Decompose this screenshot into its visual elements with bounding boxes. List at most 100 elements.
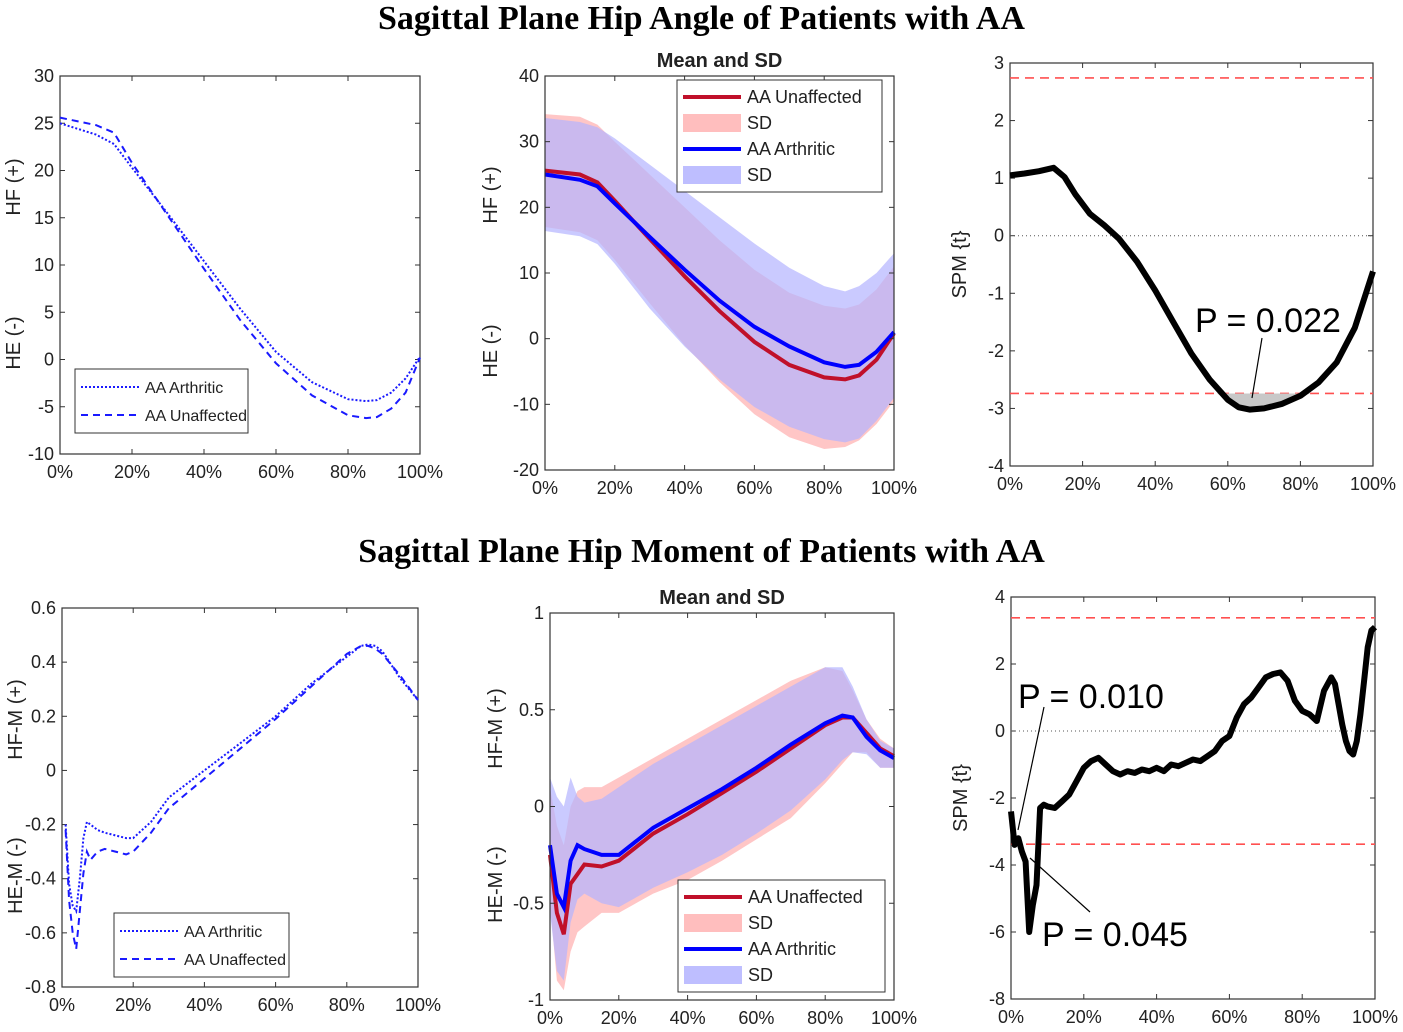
y-tick-label: -5 (38, 397, 54, 417)
x-tick-label: 0% (998, 1007, 1024, 1027)
x-tick-label: 40% (667, 478, 703, 498)
y-tick-label: 10 (34, 255, 54, 275)
plot-frame (1010, 596, 1376, 1000)
y-axis-label: SPM {t} (950, 764, 972, 832)
x-tick-label: 100% (397, 462, 443, 482)
x-tick-label: 80% (330, 462, 366, 482)
x-tick-label: 0% (997, 474, 1023, 494)
y-tick-label: 0.5 (519, 700, 544, 720)
annotation-leader-1 (1017, 706, 1045, 831)
legend-swatch (684, 914, 742, 932)
y-tick-label: 1 (994, 168, 1004, 188)
y-tick-label: 30 (519, 132, 539, 152)
legend-label: AA Arthritic (747, 139, 835, 159)
x-tick-label: 20% (601, 1008, 637, 1028)
y-tick-label: -2 (989, 788, 1005, 808)
y-tick-label: 0.6 (31, 598, 56, 618)
plot-frame (59, 75, 421, 455)
angle_spm-panel: 0% 20% 40% 60% 80% 100% -4 -3 -2 -1 0 1 2 3 SPM {t} P =… (949, 53, 1396, 494)
y-tick-label: 10 (519, 263, 539, 283)
x-tick-label: 20% (115, 995, 151, 1015)
y-axis-label-positive: HF (+) (480, 166, 502, 223)
y-axis-label-positive: HF-M (+) (485, 688, 507, 769)
legend-label: SD (747, 113, 772, 133)
legend-label: AA Unaffected (748, 887, 863, 907)
mean-line-arthritic (544, 172, 896, 369)
series-line-arthritic (64, 643, 419, 915)
y-tick-label: 15 (34, 208, 54, 228)
x-tick-label: 80% (1282, 474, 1318, 494)
x-tick-label: 100% (871, 478, 917, 498)
x-tick-label: 60% (1210, 474, 1246, 494)
x-tick-label: 0% (49, 995, 75, 1015)
y-tick-label: 0 (529, 329, 539, 349)
y-tick-label: -0.6 (25, 923, 56, 943)
legend-label: AA Arthritic (145, 380, 223, 397)
x-tick-label: 60% (736, 478, 772, 498)
legend-box (74, 368, 249, 434)
y-tick-label: 5 (44, 302, 54, 322)
x-tick-label: 60% (1211, 1007, 1247, 1027)
legend-label: SD (748, 965, 773, 985)
moment_individual-panel: 0% 20% 40% 60% 80% 100% -0.8 -0.6 -0.4 -0.2 0 0.2 0.… (5, 598, 441, 1015)
x-tick-label: 40% (670, 1008, 706, 1028)
legend-swatch (684, 966, 742, 984)
plot-frame (549, 612, 895, 1001)
y-tick-label: 0 (44, 350, 54, 370)
y-tick-label: 0 (995, 721, 1005, 741)
x-tick-label: 100% (395, 995, 441, 1015)
y-axis-label-negative: HE (-) (3, 316, 25, 369)
y-axis-label-positive: HF (+) (3, 158, 25, 215)
series-line-unaffected (64, 644, 419, 950)
plot-frame (61, 607, 419, 988)
x-tick-label: 40% (186, 462, 222, 482)
chart-title: Mean and SD (657, 50, 783, 72)
angle_individual-panel: 0% 20% 40% 60% 80% 100% -10 -5 0 5 10 15 20 25 30 HE (-… (3, 66, 443, 482)
legend-label: AA Arthritic (748, 939, 836, 959)
x-tick-label: 80% (329, 995, 365, 1015)
y-tick-label: 3 (994, 53, 1004, 73)
y-tick-label: -0.5 (513, 893, 544, 913)
y-tick-label: -6 (989, 922, 1005, 942)
x-tick-label: 100% (1352, 1007, 1398, 1027)
chart-title: Mean and SD (659, 587, 785, 609)
x-tick-label: 60% (258, 462, 294, 482)
y-tick-label: 2 (995, 654, 1005, 674)
legend-label: AA Unaffected (747, 87, 862, 107)
x-tick-label: 80% (1284, 1007, 1320, 1027)
x-tick-label: 20% (597, 478, 633, 498)
top-section-title: Sagittal Plane Hip Angle of Patients wit… (378, 0, 1025, 37)
y-tick-label: 30 (34, 66, 54, 86)
spm-t-curve (1008, 624, 1378, 935)
y-tick-label: -10 (513, 394, 539, 414)
x-tick-label: 20% (1065, 474, 1101, 494)
x-tick-label: 60% (738, 1008, 774, 1028)
p-value-annotation-2: P = 0.045 (1042, 916, 1188, 954)
series-line-arthritic (59, 122, 421, 403)
legend-swatch (683, 166, 741, 184)
x-tick-label: 40% (1137, 474, 1173, 494)
legend-label: AA Unaffected (184, 952, 286, 969)
moment_mean_sd-panel: 0% 20% 40% 60% 80% 100% -1 -0.5 0 0.5 1 Mean and SD… (485, 587, 917, 1028)
mean-line-arthritic (548, 713, 895, 914)
sd-band-arthritic (550, 667, 894, 981)
x-tick-label: 100% (871, 1008, 917, 1028)
legend-label: SD (748, 913, 773, 933)
x-tick-label: 80% (806, 478, 842, 498)
x-tick-label: 0% (537, 1008, 563, 1028)
plot-frame (1009, 62, 1374, 467)
x-tick-label: 60% (258, 995, 294, 1015)
y-tick-label: -20 (513, 460, 539, 480)
x-tick-label: 80% (807, 1008, 843, 1028)
y-axis-label-negative: HE-M (-) (5, 837, 27, 914)
y-tick-label: -1 (988, 283, 1004, 303)
y-axis-label: SPM {t} (949, 230, 971, 298)
y-tick-label: -0.8 (25, 977, 56, 997)
sd-band-arthritic (545, 118, 894, 443)
y-tick-label: -4 (988, 456, 1004, 476)
y-tick-label: 20 (519, 197, 539, 217)
y-tick-label: 0.4 (31, 652, 56, 672)
y-tick-label: 0 (46, 760, 56, 780)
legend-label: AA Arthritic (184, 924, 262, 941)
y-axis-label-negative: HE (-) (480, 324, 502, 377)
